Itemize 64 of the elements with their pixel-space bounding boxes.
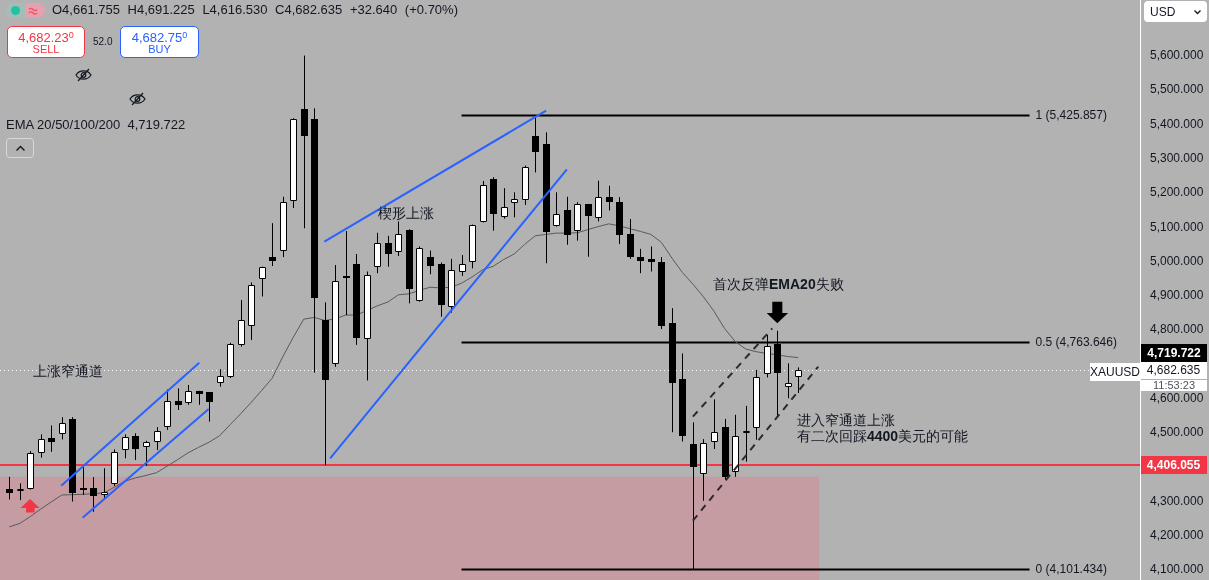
candlestick bbox=[743, 405, 750, 463]
y-tick-label: 4,600.000 bbox=[1150, 390, 1204, 405]
candlestick bbox=[606, 185, 613, 211]
annotation: EMA 20/50/100/200 4,719.722 bbox=[6, 117, 186, 132]
candlestick bbox=[648, 245, 655, 272]
y-tick-label: 4,800.000 bbox=[1150, 322, 1204, 337]
y-tick-label: 5,400.000 bbox=[1150, 116, 1204, 131]
candlestick bbox=[637, 248, 644, 274]
candlestick bbox=[90, 476, 97, 513]
candlestick bbox=[269, 222, 276, 267]
annotation: 52.0 bbox=[93, 36, 113, 47]
candlestick bbox=[343, 230, 350, 316]
candlestick bbox=[38, 433, 45, 459]
candlestick bbox=[374, 232, 381, 274]
y-tick-label: 5,600.000 bbox=[1150, 48, 1204, 63]
currency-dropdown: USD bbox=[1144, 1, 1207, 22]
series-label: 0.5 (4,763.646) bbox=[1035, 335, 1117, 350]
candlestick bbox=[6, 476, 13, 500]
y-tick-label: 4,200.000 bbox=[1150, 528, 1204, 543]
y-tick-label: 5,500.000 bbox=[1150, 82, 1204, 97]
candlestick bbox=[501, 187, 508, 220]
candlestick bbox=[711, 398, 718, 450]
annotation: 楔形上涨 bbox=[378, 205, 434, 221]
series-label: 0 (4,101.434) bbox=[1035, 562, 1107, 577]
candlestick bbox=[122, 433, 129, 459]
candlestick bbox=[795, 366, 802, 394]
candlestick bbox=[154, 426, 161, 451]
annotation: SELL bbox=[32, 43, 60, 55]
y-tick-label: 4,100.000 bbox=[1150, 562, 1204, 577]
candlestick bbox=[395, 220, 402, 257]
text: 4,719.722 bbox=[1147, 346, 1201, 360]
y-tick-label: 5,200.000 bbox=[1150, 185, 1204, 200]
y-tick-label: 5,300.000 bbox=[1150, 151, 1204, 166]
candlestick bbox=[143, 440, 150, 467]
y-tick-label: 5,100.000 bbox=[1150, 219, 1204, 234]
candlestick bbox=[553, 191, 560, 228]
annotation: 上涨窄通道 bbox=[33, 363, 103, 379]
candlestick bbox=[48, 424, 55, 453]
y-tick-label: 4,500.000 bbox=[1150, 425, 1204, 440]
candlestick bbox=[185, 384, 192, 406]
y-tick-label: 5,000.000 bbox=[1150, 253, 1204, 268]
ref-line-label: 4,406.055 bbox=[1146, 457, 1201, 472]
candlestick bbox=[585, 203, 592, 258]
candlestick bbox=[459, 254, 466, 277]
chart-title: O4,661.755 H4,691.225 L4,616.530 C4,682.635 +32.640 (+0.70%) bbox=[52, 2, 458, 17]
candlestick bbox=[259, 266, 266, 298]
candlestick bbox=[511, 191, 518, 218]
ref-line-label: 4,682.635 bbox=[1146, 362, 1201, 377]
text: 11:53:23 bbox=[1152, 379, 1196, 391]
annotation: 有二次回踩4400美元的可能 bbox=[797, 428, 969, 444]
candlestick bbox=[80, 466, 87, 496]
candlestick bbox=[532, 115, 539, 173]
y-tick-label: 4,900.000 bbox=[1150, 288, 1204, 303]
annotation: 进入窄通道上涨 bbox=[797, 412, 895, 428]
candlestick bbox=[595, 180, 602, 222]
annotation: XAUUSD bbox=[1089, 365, 1141, 379]
y-tick-label: 4,300.000 bbox=[1150, 493, 1204, 508]
annotation: BUY bbox=[148, 43, 171, 55]
candlestick bbox=[59, 416, 66, 440]
series-label: 1 (5,425.857) bbox=[1035, 108, 1107, 123]
candlestick bbox=[175, 387, 182, 411]
annotation: 首次反弹EMA20失败 bbox=[713, 276, 844, 292]
candlestick bbox=[785, 362, 792, 399]
candlestick bbox=[101, 467, 108, 499]
